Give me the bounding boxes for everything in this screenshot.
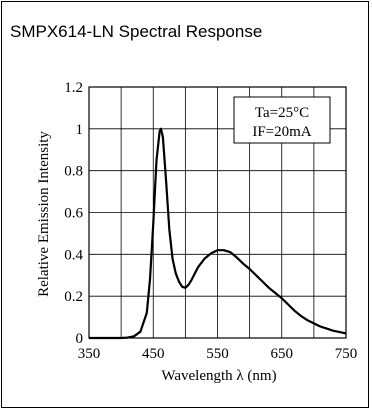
y-tick-label: 0 bbox=[76, 331, 84, 347]
plot-area bbox=[88, 86, 347, 339]
y-axis-ticks: 0 0.2 0.4 0.6 0.8 1 1.2 bbox=[64, 80, 83, 347]
series-line bbox=[89, 127, 347, 340]
y-tick-label: 0.4 bbox=[64, 247, 83, 263]
annotation-line-1: Ta=25°C bbox=[255, 105, 309, 121]
chart-title: SMPX614-LN Spectral Response bbox=[10, 22, 263, 41]
annotation-line-2: IF=20mA bbox=[252, 124, 311, 140]
y-axis-label: Relative Emission Intensity bbox=[36, 131, 52, 297]
x-tick-label: 350 bbox=[78, 346, 101, 362]
x-tick-label: 750 bbox=[335, 346, 358, 362]
x-tick-label: 450 bbox=[142, 346, 165, 362]
x-tick-label: 650 bbox=[271, 346, 294, 362]
x-tick-label: 550 bbox=[206, 346, 229, 362]
y-tick-label: 1 bbox=[76, 122, 84, 138]
x-axis-ticks: 350 450 550 650 750 bbox=[78, 346, 358, 362]
y-tick-label: 0.8 bbox=[64, 164, 83, 180]
x-axis-label: Wavelength λ (nm) bbox=[161, 368, 276, 384]
y-tick-label: 0.2 bbox=[64, 289, 83, 305]
y-tick-label: 0.6 bbox=[64, 206, 83, 222]
annotation-box bbox=[233, 96, 331, 144]
y-tick-label: 1.2 bbox=[64, 80, 83, 96]
